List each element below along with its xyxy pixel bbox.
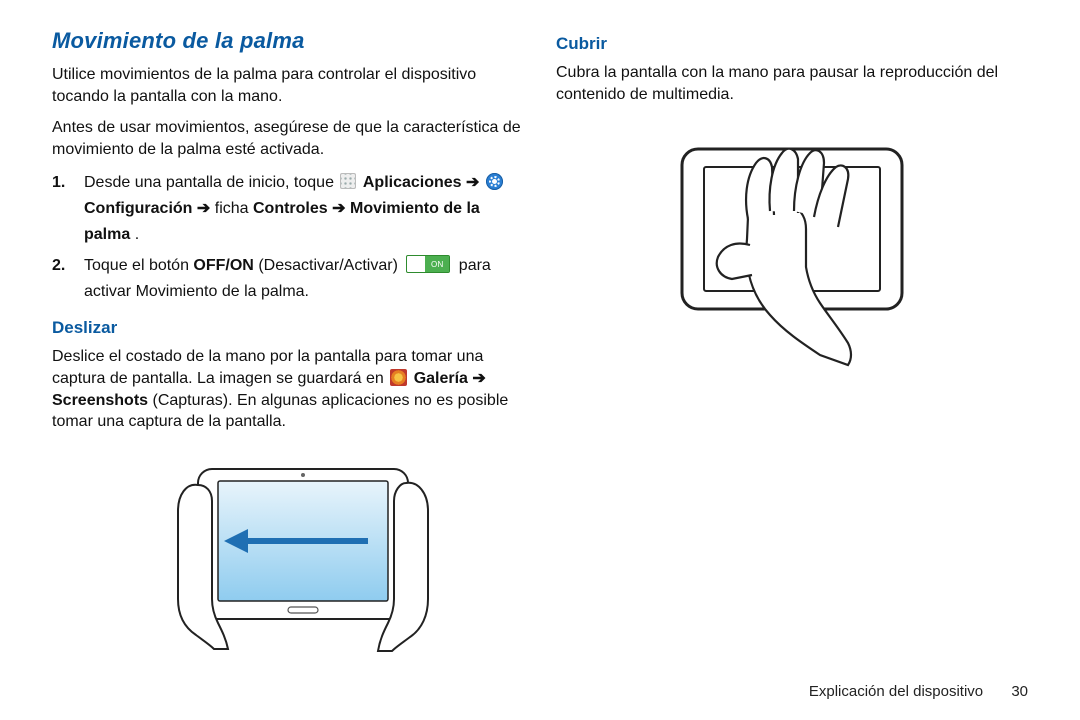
para-intro-2: Antes de usar movimientos, asegúrese de … xyxy=(52,117,524,160)
page-footer: Explicación del dispositivo 30 xyxy=(809,683,1028,700)
figure-cubrir xyxy=(556,119,1028,374)
tab-word: ficha xyxy=(215,200,253,217)
arrow-icon: ➔ xyxy=(472,370,485,387)
arrow-icon: ➔ xyxy=(466,174,484,191)
gallery-icon xyxy=(390,369,407,386)
gallery-label: Galería xyxy=(414,370,468,387)
para-intro-1: Utilice movimientos de la palma para con… xyxy=(52,64,524,107)
settings-gear-icon xyxy=(486,173,503,190)
offon-rest: (Desactivar/Activar) xyxy=(258,257,402,274)
toggle-on-icon xyxy=(406,255,450,273)
step-1-text-a: Desde una pantalla de inicio, toque xyxy=(84,174,338,191)
offon-bold: OFF/ON xyxy=(193,257,253,274)
heading-palm-motion: Movimiento de la palma xyxy=(52,28,524,54)
heading-deslizar: Deslizar xyxy=(52,318,524,338)
arrow-icon: ➔ xyxy=(197,200,215,217)
screenshots-bold: Screenshots xyxy=(52,392,148,409)
para-cubrir: Cubra la pantalla con la mano para pausa… xyxy=(556,62,1028,105)
apps-label: Aplicaciones xyxy=(363,174,462,191)
step-1-number: 1. xyxy=(52,170,65,196)
step-1: 1. Desde una pantalla de inicio, toque A… xyxy=(74,170,524,247)
step-2: 2. Toque el botón OFF/ON (Desactivar/Act… xyxy=(74,253,524,304)
apps-grid-icon xyxy=(340,173,356,189)
figure-deslizar xyxy=(52,449,524,664)
step-2-number: 2. xyxy=(52,253,65,279)
step-2-text-a: Toque el botón xyxy=(84,257,193,274)
period: . xyxy=(135,226,139,243)
para-deslizar: Deslice el costado de la mano por la pan… xyxy=(52,346,524,432)
heading-cubrir: Cubrir xyxy=(556,34,1028,54)
settings-label: Configuración xyxy=(84,200,192,217)
footer-section: Explicación del dispositivo xyxy=(809,683,983,700)
footer-page-number: 30 xyxy=(1011,683,1028,700)
controls-label: Controles xyxy=(253,200,328,217)
arrow-icon: ➔ xyxy=(332,200,350,217)
